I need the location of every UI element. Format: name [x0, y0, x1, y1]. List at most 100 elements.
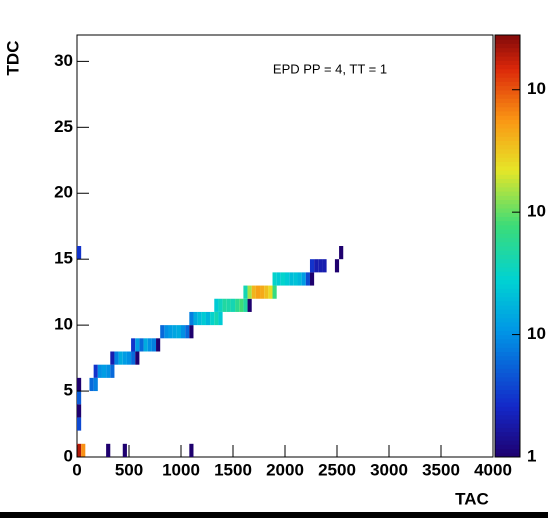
colorbar-step: [495, 119, 520, 125]
x-tick-label: 4000: [474, 460, 512, 479]
x-tick-label: 1000: [162, 460, 200, 479]
colorbar-step: [495, 330, 520, 336]
heat-cell: [189, 311, 194, 326]
heat-cell: [77, 443, 82, 457]
heat-cell: [106, 364, 111, 378]
heat-cell: [247, 285, 252, 299]
colorbar-step: [495, 208, 520, 213]
x-tick-label: 500: [115, 460, 143, 479]
heat-cell: [251, 285, 256, 299]
colorbar-step: [495, 343, 520, 348]
heat-cell: [110, 351, 115, 365]
colorbar-step: [495, 186, 520, 192]
heat-cell: [147, 338, 152, 352]
heat-cell: [309, 272, 315, 286]
heat-cell: [97, 364, 102, 378]
colorbar-step: [495, 170, 520, 175]
x-axis-label: TAC: [455, 489, 489, 508]
colorbar-step: [495, 368, 520, 374]
heat-cell: [276, 272, 281, 286]
heat-cell: [226, 298, 231, 312]
colorbar-step: [495, 115, 520, 120]
heat-cell: [218, 298, 223, 312]
colorbar-step: [495, 81, 520, 87]
colorbar-step: [495, 237, 520, 243]
heat-cell: [185, 325, 190, 339]
heat-cell: [289, 272, 294, 286]
colorbar-step: [495, 51, 520, 57]
x-tick-label: 3000: [370, 460, 408, 479]
heat-cell: [181, 325, 186, 339]
colorbar-step: [495, 174, 520, 179]
colorbar-step: [495, 127, 520, 133]
heat-cell: [301, 272, 306, 286]
colorbar-step: [495, 406, 520, 412]
heat-cell: [189, 325, 194, 339]
colorbar-step: [495, 77, 520, 82]
colorbar-step: [495, 372, 520, 378]
colorbar-step: [495, 110, 520, 116]
heat-cell: [197, 311, 202, 326]
heat-cell: [264, 285, 269, 299]
colorbar-step: [495, 144, 520, 150]
heat-cell: [126, 351, 132, 365]
colorbar-step: [495, 258, 520, 264]
colorbar-step: [495, 212, 520, 217]
y-tick-label: 10: [54, 315, 73, 334]
colorbar-step: [495, 262, 520, 268]
colorbar-step: [495, 102, 520, 108]
colorbar-step: [495, 296, 520, 302]
colorbar-step: [495, 68, 520, 74]
heat-cell: [322, 259, 327, 273]
heat-cell: [268, 285, 273, 299]
colorbar-step: [495, 305, 520, 310]
heat-cell: [77, 377, 82, 392]
heat-cell: [156, 338, 161, 352]
heat-cell: [201, 311, 206, 326]
heat-cell: [122, 351, 127, 365]
heat-cell: [272, 272, 277, 286]
colorbar-step: [495, 435, 520, 441]
colorbar-step: [495, 376, 520, 382]
heat-cell: [309, 259, 315, 273]
colorbar-frame: [494, 34, 521, 458]
colorbar-step: [495, 393, 520, 399]
colorbar-step: [495, 123, 520, 129]
heat-cell: [205, 311, 211, 326]
colorbar-step: [495, 157, 520, 163]
heat-cell: [255, 285, 261, 299]
heat-cell: [106, 443, 111, 457]
colorbar-step: [495, 165, 520, 171]
heat-cell: [77, 404, 82, 418]
colorbar-step: [495, 106, 520, 112]
colorbar-step: [495, 199, 520, 205]
heat-cell: [247, 298, 252, 312]
colorbar-step: [495, 355, 520, 361]
colorbar-step: [495, 309, 520, 315]
heat-cell: [222, 298, 227, 312]
y-tick-label: 20: [54, 183, 73, 202]
colorbar-step: [495, 191, 520, 196]
heat-cell: [280, 272, 285, 286]
colorbar-step: [495, 431, 520, 437]
colorbar-step: [495, 148, 520, 154]
colorbar-step: [495, 132, 520, 137]
colorbar-step: [495, 203, 520, 209]
colorbar-step: [495, 233, 520, 239]
colorbar-step: [495, 153, 520, 158]
colorbar-step: [495, 229, 520, 234]
z-tick-label: 10: [527, 79, 546, 98]
colorbar-step: [495, 246, 520, 251]
colorbar-step: [495, 300, 520, 306]
colorbar-step: [495, 414, 520, 420]
heat-cell: [101, 364, 107, 378]
heat-cell: [77, 417, 82, 431]
colorbar-step: [495, 347, 520, 352]
colorbar-step: [495, 448, 520, 454]
colorbar-step: [495, 321, 520, 327]
colorbar-step: [495, 72, 520, 78]
colorbar-step: [495, 216, 520, 222]
x-tick-label: 3500: [422, 460, 460, 479]
heat-cell: [93, 364, 98, 378]
heat-cell: [210, 311, 215, 326]
